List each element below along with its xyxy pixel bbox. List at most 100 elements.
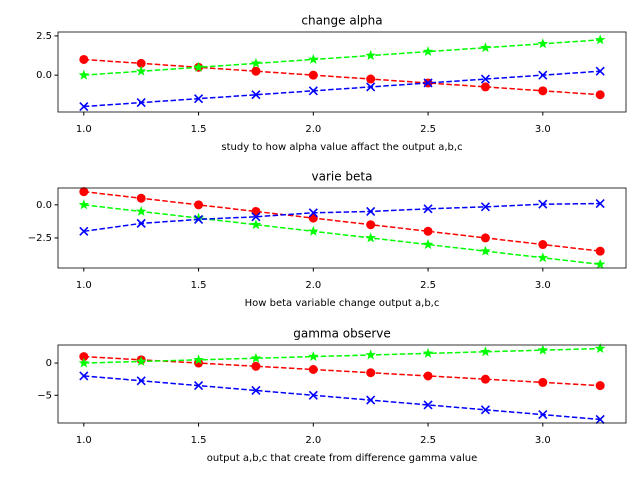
marker xyxy=(538,410,548,420)
x-tick-label: 1.5 xyxy=(191,280,207,291)
marker xyxy=(537,344,549,355)
x-tick-label: 1.5 xyxy=(191,435,207,446)
marker xyxy=(422,46,434,57)
marker xyxy=(594,258,606,269)
marker xyxy=(78,69,90,80)
x-axis-label: How beta variable change output a,b,c xyxy=(245,298,440,309)
marker xyxy=(251,385,261,396)
marker xyxy=(422,239,434,249)
marker xyxy=(79,101,89,112)
marker xyxy=(366,368,376,378)
marker xyxy=(136,98,146,108)
x-tick-label: 2.0 xyxy=(305,280,321,291)
marker xyxy=(595,246,605,256)
marker xyxy=(423,204,433,214)
subplot-title: varie beta xyxy=(312,170,373,184)
series-line xyxy=(83,375,601,421)
marker xyxy=(193,61,204,72)
marker xyxy=(193,212,204,223)
marker xyxy=(595,414,605,425)
series-line xyxy=(83,190,601,252)
marker xyxy=(422,347,434,358)
marker xyxy=(136,193,146,203)
subplot-title: gamma observe xyxy=(293,327,391,341)
marker xyxy=(595,90,605,100)
marker xyxy=(366,395,376,405)
marker xyxy=(365,349,376,360)
y-tick-label: −2.5 xyxy=(28,233,52,244)
marker xyxy=(135,65,147,76)
marker xyxy=(537,38,549,49)
marker xyxy=(79,352,89,362)
series-line xyxy=(83,39,601,76)
y-tick-label: −5 xyxy=(37,390,52,401)
marker xyxy=(79,187,89,197)
subplot-title: change alpha xyxy=(301,14,382,28)
marker xyxy=(194,200,204,210)
marker xyxy=(366,82,376,92)
marker xyxy=(480,42,491,53)
marker xyxy=(79,54,89,64)
marker xyxy=(251,361,261,371)
x-tick-label: 2.5 xyxy=(420,124,436,135)
marker xyxy=(594,34,606,45)
marker xyxy=(251,212,261,222)
marker xyxy=(308,70,318,80)
y-tick-label: 2.5 xyxy=(36,31,52,42)
subplot: change alpha study to how alpha value aff… xyxy=(36,14,627,153)
marker xyxy=(480,202,490,212)
marker xyxy=(480,233,490,243)
marker xyxy=(480,346,491,357)
marker xyxy=(193,354,204,365)
marker xyxy=(594,343,606,353)
marker xyxy=(538,199,548,209)
marker xyxy=(538,70,548,80)
marker xyxy=(365,232,376,243)
marker xyxy=(194,381,204,391)
marker xyxy=(194,94,204,104)
marker xyxy=(537,252,549,263)
plot-frame xyxy=(57,344,627,424)
x-tick-label: 3.0 xyxy=(535,280,551,291)
marker xyxy=(595,198,605,209)
x-tick-label: 3.0 xyxy=(535,124,551,135)
x-tick-label: 2.5 xyxy=(420,280,436,291)
marker xyxy=(308,390,318,400)
subplot: varie beta How beta variable change outpu… xyxy=(28,170,627,309)
series-line xyxy=(83,58,601,96)
marker xyxy=(480,374,490,384)
x-axis-label: study to how alpha value affact the outp… xyxy=(221,142,462,153)
y-tick-label: 0 xyxy=(46,358,52,369)
marker xyxy=(308,86,318,96)
marker xyxy=(423,78,433,88)
series-line xyxy=(83,347,601,364)
x-tick-label: 1.0 xyxy=(76,435,92,446)
marker xyxy=(308,53,319,64)
marker xyxy=(136,376,146,386)
series-line xyxy=(83,202,601,233)
marker xyxy=(135,355,147,366)
marker xyxy=(78,357,90,368)
marker xyxy=(423,400,433,410)
marker xyxy=(135,205,147,216)
marker xyxy=(250,219,262,230)
marker xyxy=(136,58,146,68)
marker xyxy=(308,208,318,218)
plot-frame xyxy=(57,187,627,269)
marker xyxy=(423,371,433,381)
marker xyxy=(79,226,89,236)
marker xyxy=(538,86,548,96)
marker xyxy=(423,226,433,236)
marker xyxy=(366,74,376,84)
marker xyxy=(308,225,319,236)
marker xyxy=(366,220,376,230)
series-line xyxy=(83,204,601,266)
x-tick-label: 2.0 xyxy=(305,124,321,135)
x-tick-label: 1.0 xyxy=(76,280,92,291)
marker xyxy=(538,377,548,387)
marker xyxy=(480,245,491,256)
marker xyxy=(79,371,89,381)
marker xyxy=(194,214,204,224)
x-tick-label: 2.5 xyxy=(420,435,436,446)
